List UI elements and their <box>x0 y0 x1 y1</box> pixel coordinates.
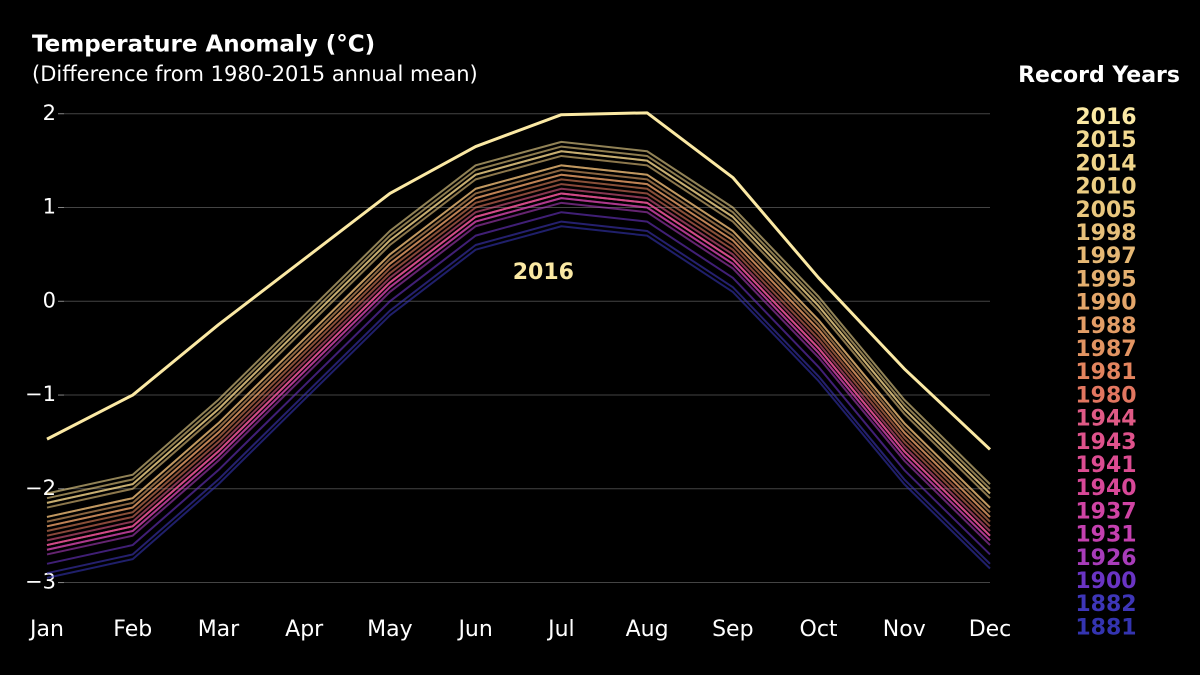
legend-entry: 1998 <box>1075 221 1136 246</box>
legend-entry: 2016 <box>1075 105 1136 130</box>
legend-entry: 1882 <box>1075 592 1136 617</box>
series-line <box>46 211 991 565</box>
legend-entry: 1926 <box>1075 546 1136 571</box>
annotation: 2016 <box>513 260 574 285</box>
series-line <box>46 111 992 451</box>
series-line <box>46 154 991 509</box>
legend-entry: 1881 <box>1075 615 1136 640</box>
x-tick-label: Jan <box>28 617 64 642</box>
legend-entry: 1981 <box>1075 360 1136 385</box>
legend-title: Record Years <box>1018 63 1180 88</box>
y-tick-label: 0 <box>43 288 56 312</box>
x-tick-label: Apr <box>285 617 324 642</box>
legend-entry: 1943 <box>1075 430 1136 455</box>
y-tick-label: −3 <box>25 570 56 594</box>
legend-entry: 1980 <box>1075 383 1136 408</box>
x-tick-label: Sep <box>712 617 753 642</box>
series-line <box>46 183 991 537</box>
series-line <box>46 169 991 523</box>
legend-entry: 1941 <box>1075 453 1136 478</box>
series-line <box>46 201 991 556</box>
legend-entry: 1988 <box>1075 314 1136 339</box>
legend-entry: 1931 <box>1075 523 1136 548</box>
legend-entry: 2014 <box>1075 151 1136 176</box>
series-line <box>46 164 991 518</box>
x-tick-label: Aug <box>626 617 669 642</box>
x-tick-label: Feb <box>113 617 152 642</box>
series-line <box>46 145 991 500</box>
series-line <box>46 150 991 504</box>
x-tick-label: Nov <box>883 617 926 642</box>
x-tick-label: May <box>367 617 412 642</box>
y-tick-label: −2 <box>25 476 56 500</box>
x-tick-label: Dec <box>969 617 1012 642</box>
legend-entry: 1995 <box>1075 267 1136 292</box>
legend-entry: 1900 <box>1075 569 1136 594</box>
legend-entry: 2005 <box>1075 198 1136 223</box>
series-line <box>46 178 991 532</box>
chart-title: Temperature Anomaly (°C) <box>32 32 375 58</box>
x-tick-label: Oct <box>800 617 838 642</box>
series-line <box>46 192 991 547</box>
y-tick-label: 1 <box>43 195 56 219</box>
legend-entry: 1987 <box>1075 337 1136 362</box>
x-tick-label: Jul <box>546 617 575 642</box>
chart-subtitle: (Difference from 1980-2015 annual mean) <box>32 62 478 86</box>
series-line <box>46 187 991 542</box>
legend-entry: 1937 <box>1075 499 1136 524</box>
legend-entry: 1990 <box>1075 291 1136 316</box>
legend-entry: 1944 <box>1075 407 1136 432</box>
legend-entry: 1997 <box>1075 244 1136 269</box>
x-tick-label: Mar <box>198 617 240 642</box>
legend-entry: 1940 <box>1075 476 1136 501</box>
series-line <box>46 225 991 579</box>
legend-entry: 2015 <box>1075 128 1136 153</box>
series-line <box>46 220 991 575</box>
y-tick-label: 2 <box>43 101 56 125</box>
series-line <box>46 173 991 528</box>
series-line <box>46 197 991 551</box>
x-tick-label: Jun <box>456 617 492 642</box>
legend-entry: 2010 <box>1075 175 1136 200</box>
series-line <box>46 140 991 495</box>
y-tick-label: −1 <box>25 382 56 406</box>
